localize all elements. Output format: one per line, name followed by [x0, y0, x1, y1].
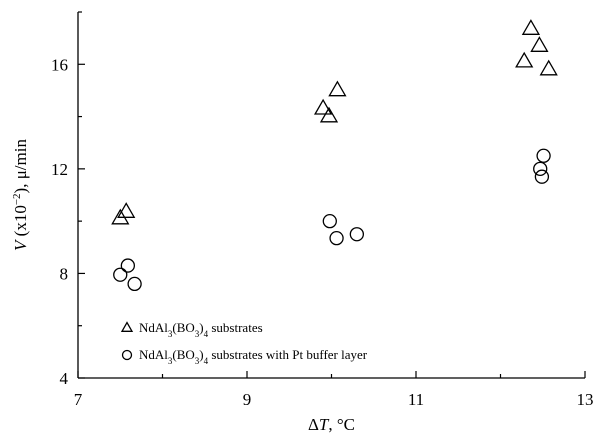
- legend-label-subscript: 3: [195, 356, 200, 366]
- legend-triangle-marker: [120, 321, 134, 332]
- triangle-point: [530, 36, 549, 52]
- legend: NdAl3(BO3)4 substrates NdAl3(BO3)4 subst…: [120, 320, 368, 366]
- circle-point: [322, 213, 337, 229]
- x-axis-label-variable: T: [319, 415, 330, 434]
- circle-point: [127, 276, 142, 292]
- legend-label-subscript: 3: [168, 329, 173, 339]
- triangle-point: [117, 202, 136, 218]
- legend-label-pt-buffer: NdAl3(BO3)4 substrates with Pt buffer la…: [139, 347, 368, 366]
- legend-label-part: ): [199, 347, 203, 362]
- y-axis-label: V (x10−2), μ/min: [11, 139, 30, 251]
- y-axis-label-exponent: −2: [11, 193, 23, 205]
- x-tick-label: 9: [243, 390, 252, 409]
- triangle-point: [515, 51, 534, 68]
- legend-entry-triangle: NdAl3(BO3)4 substrates: [120, 320, 263, 339]
- x-axis-label-unit: , °C: [328, 415, 355, 434]
- legend-label-part: (BO: [172, 320, 194, 335]
- triangle-point: [521, 19, 541, 35]
- y-ticks: 4 8 12 16: [51, 11, 85, 388]
- legend-label-part: NdAl: [139, 320, 168, 335]
- legend-circle-marker: [121, 349, 133, 361]
- y-axis-label-scale: (x10: [11, 205, 30, 240]
- legend-label-part: substrates with Pt buffer layer: [208, 347, 368, 362]
- legend-label-part: (BO: [172, 347, 194, 362]
- circle-point: [113, 267, 128, 282]
- x-axis-label-delta: Δ: [308, 415, 319, 434]
- legend-label-part: ): [199, 320, 203, 335]
- triangle-point: [319, 106, 339, 123]
- triangle-point: [328, 80, 347, 97]
- y-axis-label-variable: V: [11, 238, 30, 251]
- x-tick-label: 13: [577, 390, 594, 409]
- circle-point: [536, 148, 551, 163]
- circle-point: [120, 258, 136, 273]
- y-axis-label-unit: ), μ/min: [11, 139, 30, 194]
- circle-point: [329, 230, 344, 246]
- data-points: [111, 19, 558, 292]
- circle-point: [349, 227, 365, 242]
- legend-label-subscript: 3: [168, 356, 173, 366]
- triangle-point: [539, 59, 558, 76]
- legend-label-substrates: NdAl3(BO3)4 substrates: [139, 320, 263, 339]
- circle-point: [533, 161, 548, 177]
- x-tick-label: 11: [408, 390, 424, 409]
- y-tick-label: 12: [51, 160, 68, 179]
- legend-label-subscript: 4: [204, 356, 209, 366]
- y-tick-label: 16: [51, 55, 68, 74]
- y-tick-label: 8: [60, 264, 69, 283]
- legend-label-subscript: 4: [204, 329, 209, 339]
- legend-entry-circle: NdAl3(BO3)4 substrates with Pt buffer la…: [121, 347, 368, 366]
- x-tick-label: 7: [74, 390, 83, 409]
- legend-label-part: substrates: [208, 320, 263, 335]
- x-ticks: 7 9 11 13: [74, 371, 594, 409]
- x-axis-label: ΔT, °C: [308, 415, 355, 434]
- y-tick-label: 4: [60, 369, 69, 388]
- circle-point: [534, 169, 550, 184]
- triangle-point: [313, 98, 333, 115]
- legend-label-part: NdAl: [139, 347, 168, 362]
- legend-label-subscript: 3: [195, 329, 200, 339]
